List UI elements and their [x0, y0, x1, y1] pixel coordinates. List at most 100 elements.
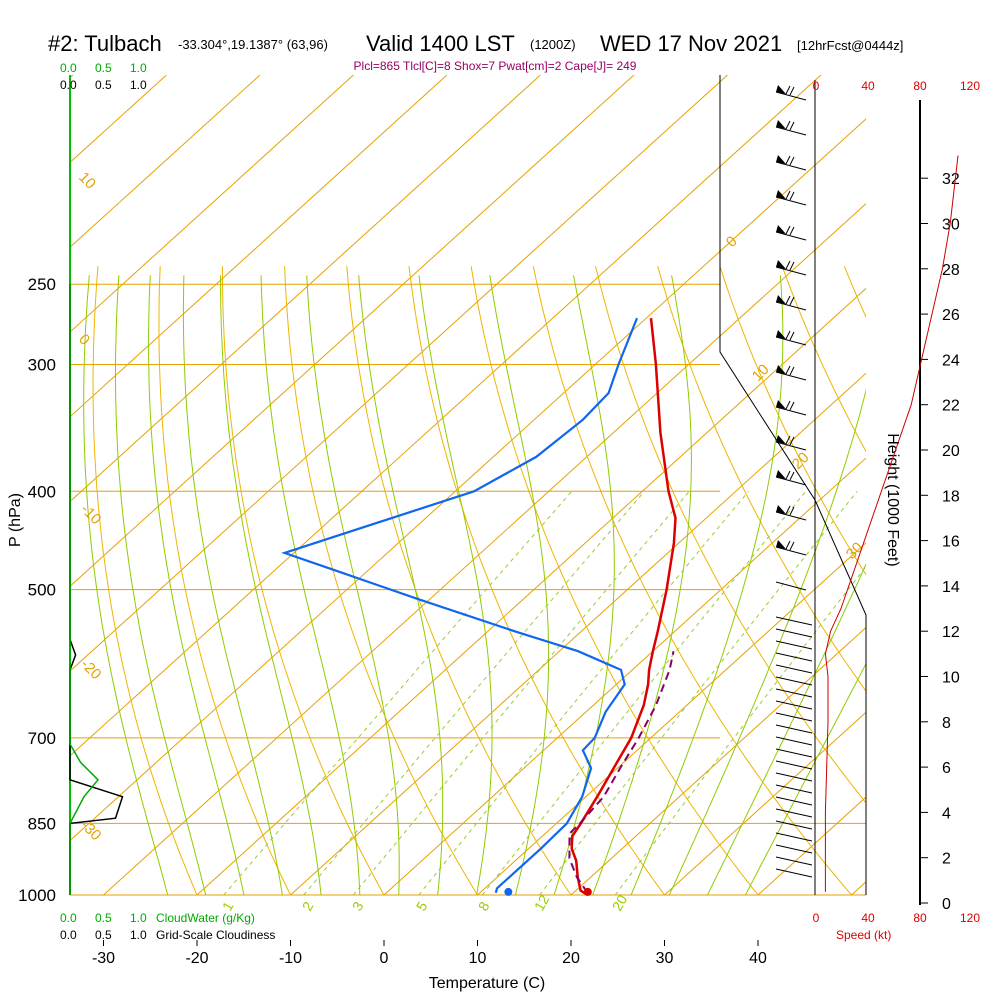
station-coords: -33.304°,19.1387° (63,96) — [178, 37, 328, 52]
isotherm-line — [70, 75, 354, 333]
dry-adiabat — [843, 266, 866, 319]
wind-barb — [775, 832, 813, 842]
isotherm-line — [70, 75, 167, 164]
mixing-ratio-line — [614, 565, 866, 895]
mixing-ratio-label: 20 — [609, 892, 631, 914]
mixing-ratio-label: 2 — [299, 899, 317, 914]
wind-barb-tick — [789, 366, 795, 376]
wind-barb — [775, 616, 813, 626]
mixing-ratio-line — [352, 490, 690, 895]
temperature-tick-40: 40 — [749, 950, 767, 967]
wind-barb — [775, 796, 813, 806]
reference-lines — [70, 75, 866, 895]
wind-barb-flag — [776, 400, 786, 409]
temperature-tick-0: 0 — [380, 950, 389, 967]
wind-barb — [775, 724, 813, 734]
surface-temperature-dot — [583, 887, 592, 896]
pressure-tick-300: 300 — [28, 356, 56, 375]
wind-barb-flag — [776, 295, 786, 304]
isotherm-line — [70, 75, 261, 248]
cloudwater-label: CloudWater (g/Kg) — [156, 911, 255, 925]
moist-adiabat — [115, 275, 207, 895]
cloudwater-bottom-tick-05: 0.5 — [95, 911, 112, 925]
wind-barb-tick — [785, 435, 791, 445]
moist-adiabat — [592, 275, 692, 895]
moist-adiabat — [260, 275, 361, 895]
isotherm-label: -20 — [77, 656, 104, 683]
isotherm-line — [70, 75, 635, 587]
wind-barb — [775, 736, 813, 746]
dry-adiabat — [532, 266, 853, 895]
cloudwater-profile — [69, 284, 100, 895]
wind-barb-tick — [785, 295, 791, 305]
wind-barb-tick — [789, 471, 795, 481]
isotherm-line — [70, 118, 866, 842]
isotherm-line — [383, 457, 866, 895]
speed-axis-top: 0 40 80 120 — [813, 79, 981, 93]
cloudiness-tick-1: 1.0 — [130, 78, 147, 92]
wind-barb — [775, 406, 807, 416]
wind-barb-tick — [785, 85, 791, 95]
speed-tick-bottom-80: 80 — [913, 911, 927, 925]
wind-barb-tick — [785, 190, 791, 200]
moist-adiabat — [220, 275, 322, 895]
wind-barb-tick — [789, 191, 795, 201]
height-tick-24: 24 — [942, 352, 960, 369]
wind-barb-flag — [776, 365, 786, 374]
wind-barb — [775, 760, 813, 770]
wind-barb — [775, 664, 813, 674]
wind-barb-tick — [789, 506, 795, 516]
moist-adiabat — [668, 388, 866, 895]
cloudwater-tick-05: 0.5 — [95, 61, 112, 75]
dry-adiabat — [221, 266, 385, 895]
pressure-tick-1000: 1000 — [18, 886, 56, 905]
mixing-ratio-line — [481, 490, 807, 895]
dry-adiabat — [408, 266, 666, 895]
wind-barb-flag — [776, 190, 786, 199]
wind-barb-tick — [785, 400, 791, 410]
speed-tick-top-0: 0 — [813, 79, 820, 93]
height-tick-26: 26 — [942, 307, 960, 324]
mixing-ratio-label: 3 — [349, 899, 367, 914]
wind-barb-flag — [776, 225, 786, 234]
wind-barb — [775, 91, 807, 101]
wind-barb — [775, 856, 813, 866]
height-tick-16: 16 — [942, 534, 960, 551]
wind-barb — [775, 868, 813, 878]
moist-adiabat — [358, 275, 444, 895]
wind-barb-flag — [776, 260, 786, 269]
wind-barb-flag — [776, 155, 786, 164]
isotherm-line — [851, 881, 866, 895]
dry-adiabat — [92, 266, 198, 895]
mixing-ratio-label: 12 — [531, 892, 553, 914]
height-tick-28: 28 — [942, 262, 960, 279]
cloudwater-bottom-tick-1: 1.0 — [130, 911, 147, 925]
wind-barb-tick — [789, 261, 795, 271]
moist-adiabat — [182, 275, 283, 895]
height-tick-10: 10 — [942, 670, 960, 687]
wind-barb — [775, 652, 813, 662]
wind-barb-tick — [789, 436, 795, 446]
wind-barb — [775, 808, 813, 818]
cloudwater-tick-0: 0.0 — [60, 61, 77, 75]
wind-barb-tick — [789, 331, 795, 341]
dry-adiabat — [470, 266, 759, 895]
pressure-tick-400: 400 — [28, 482, 56, 501]
pressure-ticks: 250 300 400 500 700 850 1000 — [18, 275, 56, 905]
isotherm-line — [103, 203, 866, 895]
wind-speed-line — [824, 155, 959, 892]
isotherm-line — [757, 796, 866, 895]
height-tick-22: 22 — [942, 398, 960, 415]
wind-barb — [775, 700, 813, 710]
speed-tick-bottom-120: 120 — [960, 911, 980, 925]
height-tick-4: 4 — [942, 805, 951, 822]
wind-barb-tick — [785, 225, 791, 235]
temperature-tick--30: -30 — [92, 950, 115, 967]
valid-time: Valid 1400 LST — [366, 31, 515, 56]
dry-adiabat — [346, 266, 572, 895]
cloudwater-tick-1: 1.0 — [130, 61, 147, 75]
pressure-tick-700: 700 — [28, 729, 56, 748]
pressure-tick-250: 250 — [28, 275, 56, 294]
pressure-axis-label: P (hPa) — [7, 493, 24, 547]
